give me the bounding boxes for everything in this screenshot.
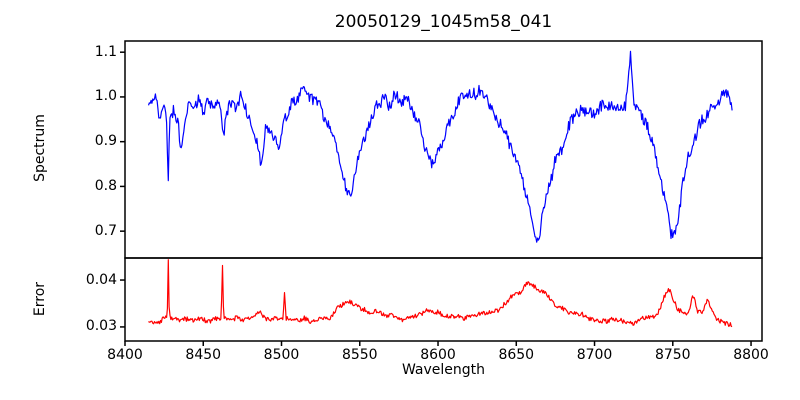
xtick-label: 8550 (341, 347, 378, 363)
spectrum-ytick-label: 0.9 (94, 133, 117, 150)
xtick-label: 8750 (654, 347, 691, 363)
xtick-label: 8600 (420, 347, 456, 363)
spectrum-ytick-label: 1.0 (94, 88, 117, 105)
x-axis-label: Wavelength (401, 362, 486, 378)
xtick-label: 8400 (107, 347, 143, 363)
xtick-label: 8700 (576, 347, 613, 363)
error-y-axis-label: Error (32, 281, 48, 317)
error-line (148, 259, 733, 328)
spectrum-ytick-label: 0.8 (94, 177, 117, 194)
xtick-label: 8450 (185, 347, 222, 363)
error-ytick-label: 0.04 (85, 271, 117, 288)
spectrum-line (147, 50, 733, 243)
xtick-label: 8650 (498, 347, 535, 363)
spectrum-ytick-label: 0.7 (94, 222, 117, 239)
xtick-label: 8800 (733, 347, 769, 363)
chart-title: 20050129_1045m58_041 (334, 12, 553, 32)
spectrum-ytick-label: 1.1 (94, 43, 117, 60)
spectrum-axes-frame (124, 40, 763, 259)
xtick-label: 8500 (263, 347, 300, 363)
error-axes-frame (124, 257, 763, 342)
error-ytick-label: 0.03 (85, 318, 117, 335)
